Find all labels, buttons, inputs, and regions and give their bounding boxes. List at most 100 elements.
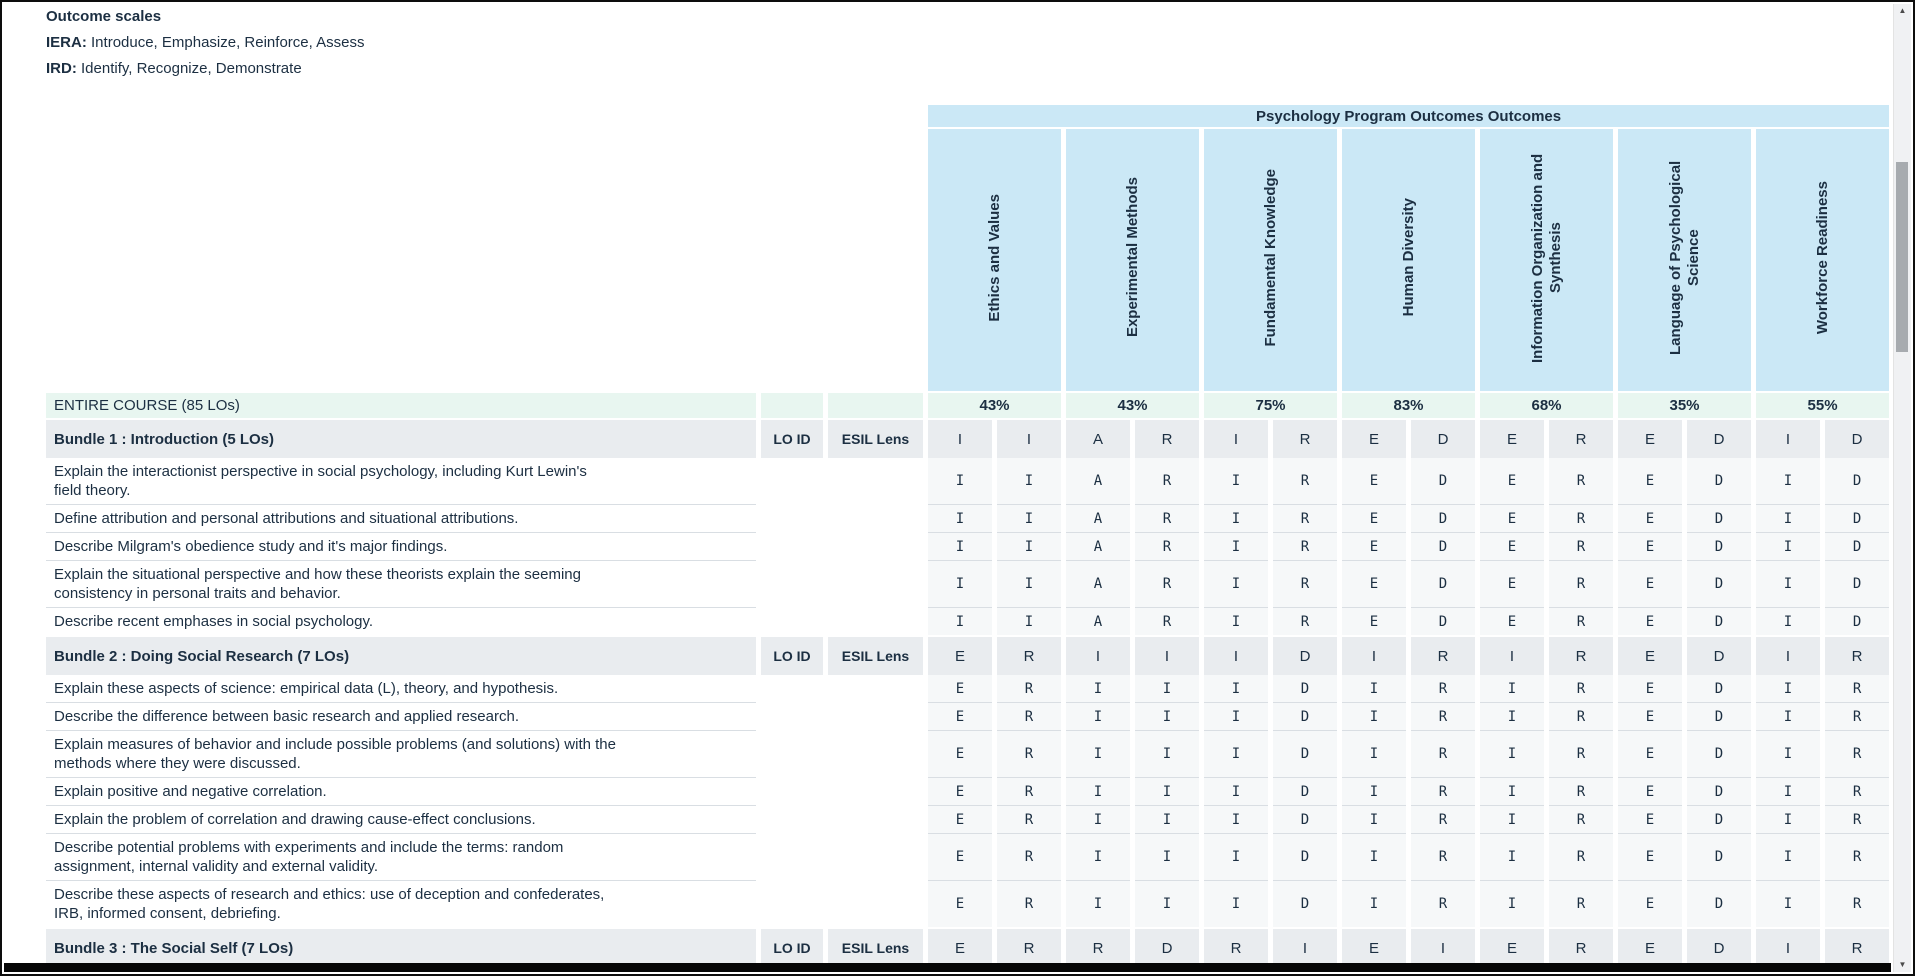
lo-rating-cell: I xyxy=(1756,702,1820,730)
bundle-rating-cell: D xyxy=(1687,418,1751,458)
lo-rating-cell: I xyxy=(1756,833,1820,880)
spacer-cell xyxy=(761,880,823,927)
entire-course-row: ENTIRE COURSE (85 LOs) 43% 43% 75% 83% 68% 35%… xyxy=(46,391,1890,418)
lo-rating-cell: I xyxy=(1342,833,1406,880)
clipped-row-strip xyxy=(4,963,1891,972)
bundle-rating-cell: E xyxy=(1618,418,1682,458)
lo-rating-cell: I xyxy=(1204,777,1268,805)
outcome-column-header: Ethics and Values xyxy=(928,127,1061,391)
lo-rating-cell: I xyxy=(1342,675,1406,702)
outcome-column-header: Experimental Methods xyxy=(1066,127,1199,391)
spacer-cell xyxy=(761,702,823,730)
lo-rating-cell: I xyxy=(1204,833,1268,880)
lo-row: Describe these aspects of research and e… xyxy=(46,880,1890,927)
lo-rating-cell: I xyxy=(1204,805,1268,833)
lo-rating-cell: D xyxy=(1411,607,1475,635)
legend-ird-desc: Identify, Recognize, Demonstrate xyxy=(81,60,302,77)
legend-title: Outcome scales xyxy=(46,8,162,25)
bundle-rating-cell: R xyxy=(1273,418,1337,458)
bundle-rating-cell: D xyxy=(1825,418,1890,458)
lo-description: Define attribution and personal attribut… xyxy=(46,504,756,532)
lo-rating-cell: I xyxy=(1480,805,1544,833)
lo-description: Explain measures of behavior and include… xyxy=(46,730,756,777)
lo-rating-cell: R xyxy=(997,880,1061,927)
lo-rating-cell: R xyxy=(1825,880,1890,927)
bundle-rating-cell: E xyxy=(928,635,992,675)
outcome-column-header-label: Human Diversity xyxy=(1399,198,1417,317)
lo-rating-cell: R xyxy=(1135,504,1199,532)
esil-lens-header: ESIL Lens xyxy=(828,927,923,967)
lo-rating-cell: I xyxy=(1204,504,1268,532)
bundle-rating-cell: E xyxy=(928,927,992,967)
lo-rating-cell: E xyxy=(1618,458,1682,504)
bundle-rating-cell: R xyxy=(1549,418,1613,458)
entire-course-label: ENTIRE COURSE (85 LOs) xyxy=(46,391,756,418)
outcome-scales-legend: Outcome scales IERA: Introduce, Emphasiz… xyxy=(46,8,364,86)
lo-rating-cell: E xyxy=(928,730,992,777)
lo-rating-cell: E xyxy=(1618,777,1682,805)
spacer-cell xyxy=(828,504,923,532)
lo-rating-cell: R xyxy=(1135,532,1199,560)
spacer-cell xyxy=(761,105,823,127)
lo-rating-cell: R xyxy=(1411,730,1475,777)
spacer-cell xyxy=(828,105,923,127)
bundle-rating-cell: I xyxy=(1204,635,1268,675)
lo-row: Describe potential problems with experim… xyxy=(46,833,1890,880)
scroll-down-arrow-icon[interactable]: ▼ xyxy=(1898,960,1907,969)
lo-rating-cell: E xyxy=(928,675,992,702)
lo-rating-cell: I xyxy=(1756,607,1820,635)
lo-row: Describe the difference between basic re… xyxy=(46,702,1890,730)
lo-rating-cell: I xyxy=(1204,702,1268,730)
bundle-row: Bundle 1 : Introduction (5 LOs) LO ID ESIL… xyxy=(46,418,1890,458)
bundle-row: Bundle 2 : Doing Social Research (7 LOs)… xyxy=(46,635,1890,675)
lo-rating-cell: D xyxy=(1411,504,1475,532)
program-outcomes-banner: Psychology Program Outcomes Outcomes xyxy=(928,105,1890,127)
scrollbar-thumb[interactable] xyxy=(1896,162,1908,352)
lo-rating-cell: I xyxy=(1480,777,1544,805)
lo-rating-cell: I xyxy=(1480,730,1544,777)
lo-rating-cell: R xyxy=(1825,805,1890,833)
spacer-cell xyxy=(761,777,823,805)
lo-rating-cell: I xyxy=(928,458,992,504)
outcome-percentage: 43% xyxy=(928,391,1061,418)
spacer-cell xyxy=(761,675,823,702)
lo-rating-cell: I xyxy=(1756,458,1820,504)
lo-rating-cell: A xyxy=(1066,532,1130,560)
lo-row: Explain these aspects of science: empiri… xyxy=(46,675,1890,702)
lo-rating-cell: I xyxy=(1135,777,1199,805)
lo-rating-cell: D xyxy=(1687,560,1751,607)
bundle-rating-cell: D xyxy=(1687,635,1751,675)
lo-rating-cell: E xyxy=(1342,560,1406,607)
lo-rating-cell: D xyxy=(1687,607,1751,635)
lo-row: Explain the interactionist perspective i… xyxy=(46,458,1890,504)
entire-course-empty-cell xyxy=(828,391,923,418)
lo-rating-cell: I xyxy=(928,504,992,532)
bundle-rating-cell: D xyxy=(1687,927,1751,967)
lo-rating-cell: I xyxy=(1342,805,1406,833)
lo-rating-cell: E xyxy=(1480,560,1544,607)
lo-rating-cell: R xyxy=(1825,777,1890,805)
vertical-scrollbar[interactable]: ▲ ▼ xyxy=(1893,4,1911,972)
lo-rating-cell: I xyxy=(928,560,992,607)
legend-iera-abbr: IERA: xyxy=(46,34,87,51)
spacer-cell xyxy=(828,127,923,391)
lo-id-header: LO ID xyxy=(761,635,823,675)
lo-rating-cell: D xyxy=(1687,458,1751,504)
lo-rating-cell: I xyxy=(1756,532,1820,560)
lo-rating-cell: A xyxy=(1066,560,1130,607)
lo-rating-cell: E xyxy=(1342,458,1406,504)
outcome-percentage: 75% xyxy=(1204,391,1337,418)
spacer-cell xyxy=(761,730,823,777)
outcome-column-header: Workforce Readiness xyxy=(1756,127,1890,391)
scroll-up-arrow-icon[interactable]: ▲ xyxy=(1898,6,1907,15)
lo-rating-cell: E xyxy=(928,777,992,805)
bundle-rating-cell: I xyxy=(1411,927,1475,967)
lo-rating-cell: D xyxy=(1273,805,1337,833)
spacer-cell xyxy=(828,560,923,607)
lo-rating-cell: E xyxy=(928,702,992,730)
bundle-rating-cell: A xyxy=(1066,418,1130,458)
spacer-cell xyxy=(761,560,823,607)
bundle-rating-cell: I xyxy=(1273,927,1337,967)
outcome-column-header: Information Organization and Synthesis xyxy=(1480,127,1613,391)
lo-rating-cell: R xyxy=(1549,833,1613,880)
